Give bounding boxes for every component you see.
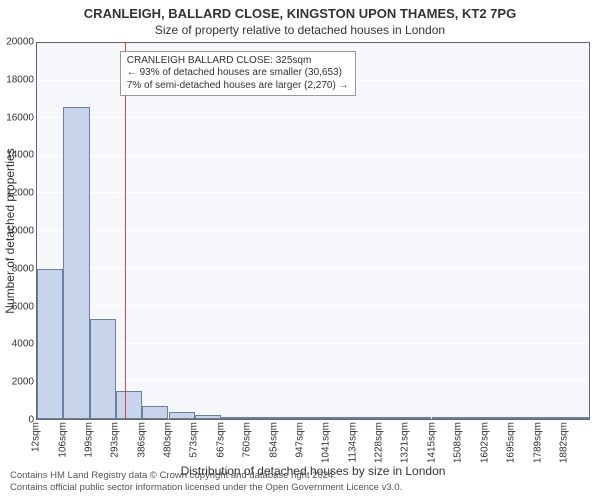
histogram-bar xyxy=(274,417,300,419)
y-tick: 18000 xyxy=(6,74,34,85)
histogram-bar xyxy=(195,415,221,419)
chart-area: Number of detached properties 0200040006… xyxy=(36,42,590,420)
x-tick: 106sqm xyxy=(57,422,68,458)
y-axis: 0200040006000800010000120001400016000180… xyxy=(2,42,36,420)
histogram-bar xyxy=(379,417,405,419)
x-tick: 1134sqm xyxy=(347,422,358,462)
histogram-bar xyxy=(221,417,247,419)
x-tick: 1602sqm xyxy=(479,422,490,463)
y-tick: 12000 xyxy=(6,188,34,199)
histogram-bar xyxy=(90,319,116,419)
x-axis: Distribution of detached houses by size … xyxy=(36,420,590,475)
histogram-bar xyxy=(510,417,536,419)
x-tick: 760sqm xyxy=(242,422,253,458)
y-tick: 4000 xyxy=(12,339,34,350)
y-tick: 20000 xyxy=(6,37,34,48)
x-tick: 293sqm xyxy=(110,422,121,458)
chart-subtitle: Size of property relative to detached ho… xyxy=(0,21,600,41)
annotation-line1: CRANLEIGH BALLARD CLOSE: 325sqm xyxy=(127,55,349,68)
histogram-bar xyxy=(563,417,589,419)
histogram-bar xyxy=(353,417,379,419)
footer-line2: Contains official public sector informat… xyxy=(10,482,590,494)
histogram-bar xyxy=(116,391,142,419)
y-tick: 8000 xyxy=(12,263,34,274)
annotation-box: CRANLEIGH BALLARD CLOSE: 325sqm ← 93% of… xyxy=(120,51,356,97)
histogram-bars xyxy=(37,43,589,419)
x-tick: 1695sqm xyxy=(505,422,516,463)
y-tick: 10000 xyxy=(6,226,34,237)
histogram-bar xyxy=(37,269,63,419)
x-tick: 12sqm xyxy=(31,422,42,452)
histogram-bar xyxy=(169,412,195,419)
annotation-line2: ← 93% of detached houses are smaller (30… xyxy=(127,67,349,80)
histogram-bar xyxy=(432,417,458,419)
x-tick: 1508sqm xyxy=(453,422,464,463)
histogram-bar xyxy=(300,417,326,419)
x-tick: 386sqm xyxy=(136,422,147,458)
x-tick: 1789sqm xyxy=(532,422,543,463)
histogram-bar xyxy=(247,417,273,419)
x-tick: 667sqm xyxy=(215,422,226,458)
x-tick: 1041sqm xyxy=(321,422,332,463)
footer-line1: Contains HM Land Registry data © Crown c… xyxy=(10,470,590,482)
histogram-bar xyxy=(326,417,352,419)
histogram-bar xyxy=(405,417,431,419)
plot-area: CRANLEIGH BALLARD CLOSE: 325sqm ← 93% of… xyxy=(36,42,590,420)
y-tick: 6000 xyxy=(12,301,34,312)
x-tick: 480sqm xyxy=(163,422,174,458)
histogram-bar xyxy=(537,417,563,419)
reference-marker xyxy=(125,43,126,419)
y-tick: 14000 xyxy=(6,150,34,161)
x-tick: 573sqm xyxy=(189,422,200,458)
x-tick: 947sqm xyxy=(294,422,305,458)
footer: Contains HM Land Registry data © Crown c… xyxy=(10,470,590,494)
annotation-line3: 7% of semi-detached houses are larger (2… xyxy=(127,80,349,93)
histogram-bar xyxy=(458,417,484,419)
x-tick: 1321sqm xyxy=(400,422,411,463)
x-tick: 1882sqm xyxy=(558,422,569,463)
x-tick: 1228sqm xyxy=(374,422,385,463)
x-tick: 1415sqm xyxy=(426,422,437,463)
histogram-bar xyxy=(484,417,510,419)
histogram-bar xyxy=(142,406,168,419)
y-tick: 2000 xyxy=(12,377,34,388)
x-tick: 854sqm xyxy=(268,422,279,458)
y-tick: 16000 xyxy=(6,112,34,123)
histogram-bar xyxy=(63,107,89,419)
x-tick: 199sqm xyxy=(83,422,94,458)
chart-title: CRANLEIGH, BALLARD CLOSE, KINGSTON UPON … xyxy=(0,0,600,21)
